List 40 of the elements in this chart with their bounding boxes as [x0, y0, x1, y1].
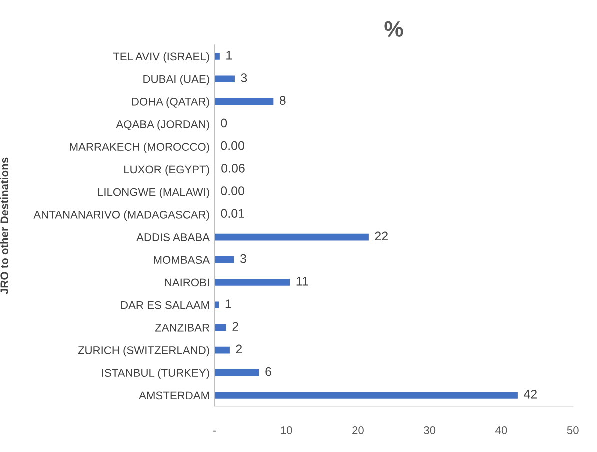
x-tick-label: 40: [496, 426, 508, 434]
y-tick-label: LUXOR (EGYPT): [124, 165, 210, 176]
chart-title: %: [384, 21, 404, 38]
y-tick-label: TEL AVIV (ISRAEL): [113, 52, 210, 63]
y-tick-label: ANTANANARIVO (MADAGASCAR): [34, 210, 210, 222]
data-label: 0.00: [221, 141, 244, 150]
y-tick-label: ZURICH (SWITZERLAND): [78, 346, 210, 357]
y-tick-label: LILONGWE (MALAWI): [98, 188, 210, 198]
data-label: 0.00: [221, 186, 244, 196]
data-label: 8: [280, 96, 286, 106]
data-label: 0.06: [222, 164, 245, 173]
data-label: 3: [241, 74, 248, 82]
y-tick-label: AQABA (JORDAN): [116, 120, 210, 131]
y-tick-label: ISTANBUL (TURKEY): [102, 368, 210, 380]
data-label: 2: [236, 344, 242, 354]
y-tick-label: MOMBASA: [154, 256, 210, 264]
y-tick-label: DOHA (QATAR): [132, 98, 210, 108]
y-tick-label: AMSTERDAM: [139, 392, 210, 400]
x-tick-label: 30: [424, 426, 436, 434]
data-label: 0.01: [221, 209, 244, 218]
y-axis-title: JRO to other Destinations: [0, 158, 9, 294]
data-label: 1: [226, 51, 232, 60]
data-label: 0: [221, 118, 228, 128]
y-tick-label: ZANZIBAR: [155, 324, 210, 332]
data-label: 6: [266, 367, 272, 376]
y-tick-label: DAR ES SALAAM: [121, 301, 210, 310]
data-label: 22: [375, 232, 388, 241]
data-label: 3: [240, 254, 246, 264]
data-label: 42: [524, 390, 537, 399]
x-tick-label: -: [214, 430, 216, 432]
data-label: 11: [296, 277, 308, 286]
x-tick-label: 20: [352, 426, 364, 434]
y-tick-label: ADDIS ABABA: [136, 234, 210, 242]
y-tick-label: NAIROBI: [165, 278, 210, 287]
y-tick-label: DUBAI (UAE): [144, 75, 210, 86]
x-tick-label: 10: [281, 426, 292, 434]
data-label: 1: [226, 300, 232, 308]
y-tick-label: MARRAKECH (MOROCCO): [70, 142, 210, 154]
x-tick-label: 50: [567, 426, 579, 434]
data-label: 2: [232, 322, 238, 331]
